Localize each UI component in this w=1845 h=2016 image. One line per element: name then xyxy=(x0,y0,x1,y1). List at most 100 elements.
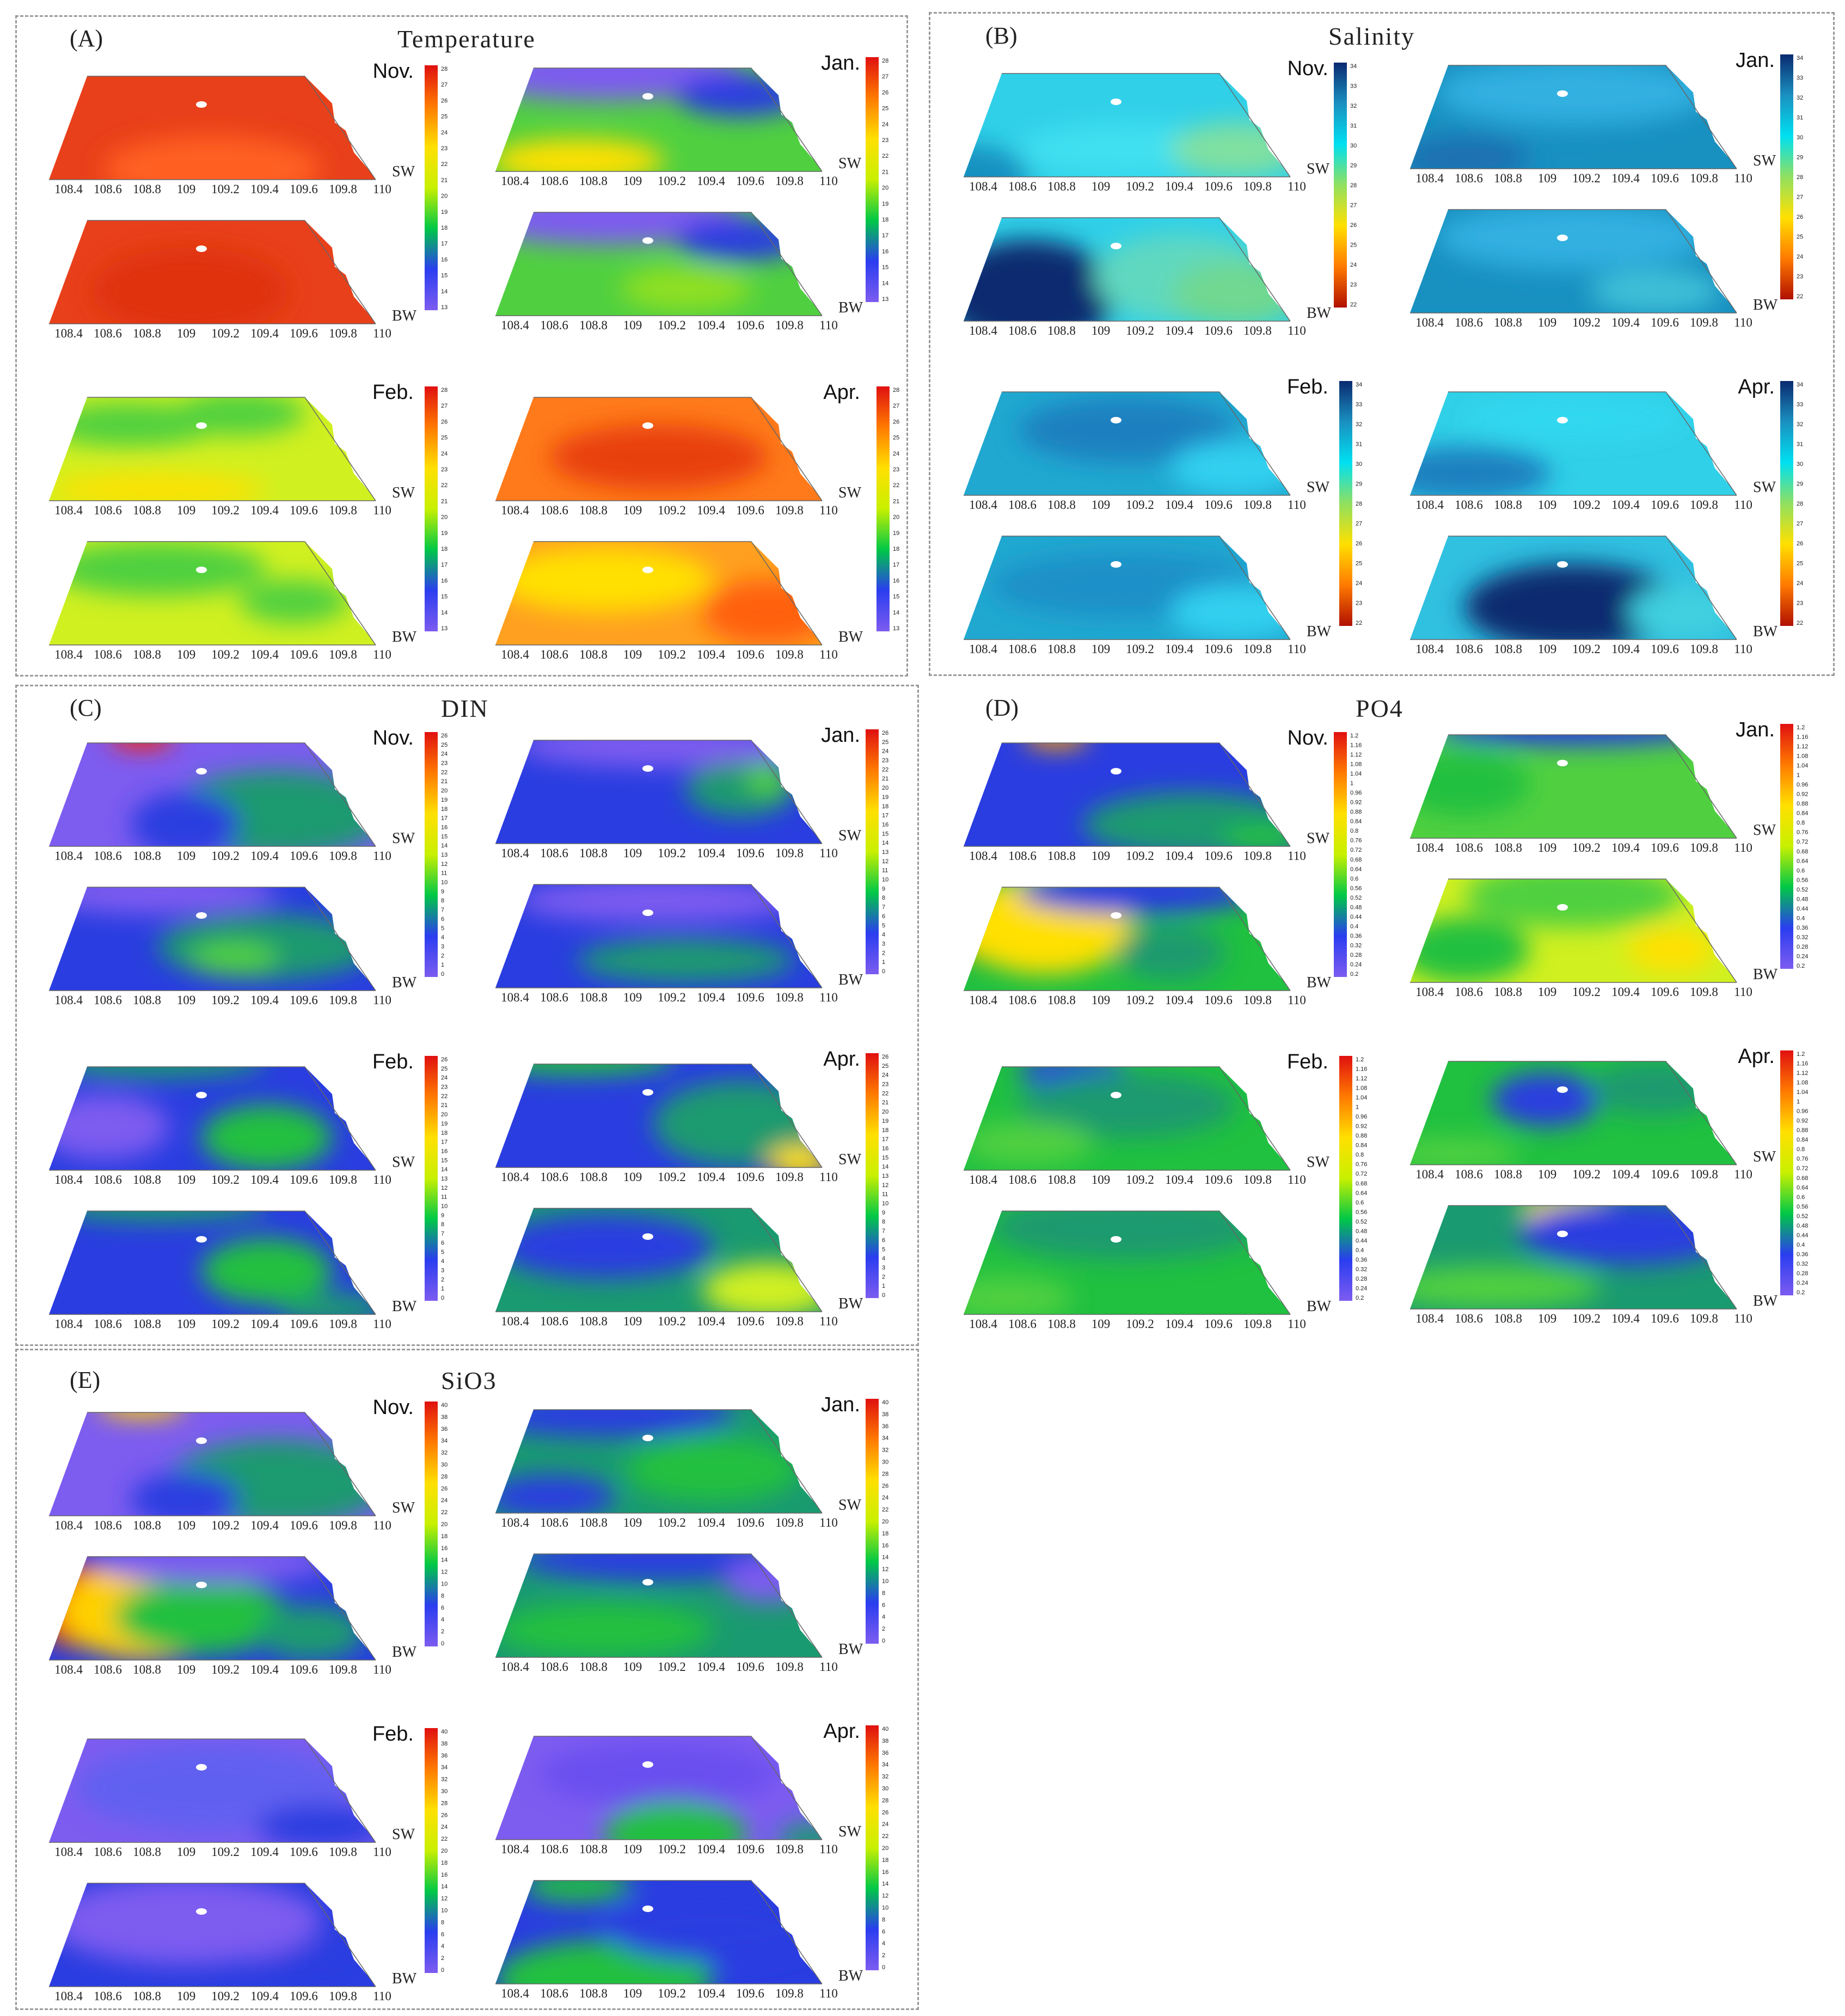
colorbar-tick-label: 0.6 xyxy=(1356,1200,1364,1206)
sio3-apr-month-label: Apr. xyxy=(823,1720,860,1743)
temp-apr-colorbar: 28 27 26 25 24 23 22 21 20 19 18 17 16 15 14 13 xyxy=(876,386,899,632)
sal-nov-colorbar: 34 33 32 31 30 29 28 27 26 25 24 23 22 xyxy=(1334,63,1357,308)
longitude-tick: 109.6 xyxy=(1651,316,1679,329)
colorbar-tick-label: 27 xyxy=(1797,194,1803,201)
sio3-feb-bw-label: BW xyxy=(392,1970,417,1987)
sal-apr-surface-axis: 108.4 108.6 108.8 109 109.2 109.4 109.6 109.8 11… xyxy=(1410,498,1763,512)
longitude-tick: 109 xyxy=(1091,993,1111,1007)
din-feb-bottom-map xyxy=(49,1210,376,1315)
colorbar-tick-label: 29 xyxy=(1350,163,1357,169)
temp-apr-month-label: Apr. xyxy=(823,381,860,404)
din-feb-bottom-axis: 108.4 108.6 108.8 109 109.2 109.4 109.6 109.8 11… xyxy=(49,1317,402,1331)
longitude-tick: 108.8 xyxy=(1494,1167,1522,1181)
po4-nov-surface-map xyxy=(964,742,1291,847)
colorbar-tick-label: 1.04 xyxy=(1797,1089,1808,1096)
longitude-tick: 109.6 xyxy=(736,1516,764,1529)
colorbar-tick-label: 4 xyxy=(882,932,885,938)
din-nov-bw-label: BW xyxy=(392,974,417,991)
colorbar-tick-label: 3 xyxy=(882,1264,885,1271)
po4-jan-month-label: Jan. xyxy=(1736,718,1775,741)
din-jan-surface-axis: 108.4 108.6 108.8 109 109.2 109.4 109.6 109.8 11… xyxy=(495,846,848,861)
colorbar-tick-label: 11 xyxy=(882,868,888,874)
colorbar-tick-label: 32 xyxy=(1350,103,1357,109)
colorbar-tick-label: 22 xyxy=(441,1836,448,1842)
colorbar-tick-label: 1.2 xyxy=(1356,1056,1364,1063)
longitude-tick: 109.2 xyxy=(1572,171,1601,185)
colorbar-tick-label: 17 xyxy=(893,562,899,568)
din-jan-bw-label: BW xyxy=(838,972,863,988)
longitude-tick: 109.8 xyxy=(775,174,804,188)
longitude-tick: 109.4 xyxy=(697,846,725,860)
longitude-tick: 109 xyxy=(176,1173,196,1187)
colorbar-tick-label: 23 xyxy=(1797,274,1803,280)
longitude-tick: 108.8 xyxy=(579,1660,608,1674)
sal-nov-bottom-axis: 108.4 108.6 108.8 109 109.2 109.4 109.6 109.8 11… xyxy=(964,324,1316,338)
colorbar-tick-label: 15 xyxy=(882,1154,888,1161)
longitude-tick: 108.8 xyxy=(579,991,608,1004)
colorbar-tick-label: 23 xyxy=(441,145,448,152)
colorbar-tick-label: 0.72 xyxy=(1350,847,1362,853)
colorbar-tick-label: 20 xyxy=(441,788,448,794)
longitude-tick: 109.2 xyxy=(658,1170,686,1184)
longitude-tick: 108.6 xyxy=(1008,1173,1037,1187)
longitude-tick: 109.6 xyxy=(736,1987,764,2000)
longitude-tick: 108.8 xyxy=(579,648,608,661)
longitude-tick: 109.2 xyxy=(658,1660,686,1674)
longitude-tick: 108.8 xyxy=(1047,1173,1076,1187)
colorbar-tick-label: 1.08 xyxy=(1356,1085,1367,1092)
colorbar-tick-label: 1 xyxy=(882,959,885,966)
colorbar-tick-label: 17 xyxy=(882,1136,888,1143)
temp-nov-bw-label: BW xyxy=(392,308,417,324)
longitude-tick: 109.4 xyxy=(250,648,279,661)
colorbar-tick-label: 13 xyxy=(882,296,888,303)
colorbar-tick-label: 19 xyxy=(882,794,888,801)
colorbar-tick-label: 1.2 xyxy=(1797,1051,1805,1058)
longitude-tick: 109.4 xyxy=(697,174,725,188)
longitude-tick: 108.8 xyxy=(579,1516,608,1529)
colorbar-tick-label: 19 xyxy=(893,530,899,537)
longitude-tick: 108.6 xyxy=(94,1663,122,1676)
colorbar-tick-label: 17 xyxy=(441,241,448,247)
colorbar-tick-label: 24 xyxy=(441,130,448,136)
colorbar-tick-label: 0.64 xyxy=(1797,1184,1808,1191)
longitude-tick: 108.6 xyxy=(540,1842,568,1856)
panel-title-d: PO4 xyxy=(1356,694,1403,722)
longitude-tick: 109.2 xyxy=(658,991,686,1004)
longitude-tick: 109.6 xyxy=(290,1989,318,2003)
colorbar-tick-label: 22 xyxy=(1797,620,1803,626)
colorbar-tick-label: 33 xyxy=(1356,402,1362,408)
colorbar-tick-label: 22 xyxy=(441,161,448,168)
colorbar-tick-label: 0.44 xyxy=(1350,914,1362,920)
po4-nov-sw-label: SW xyxy=(1307,830,1329,847)
longitude-tick: 109.4 xyxy=(1165,324,1193,337)
longitude-tick: 110 xyxy=(373,503,391,517)
longitude-tick: 108.6 xyxy=(540,846,568,860)
longitude-tick: 109.8 xyxy=(1243,1173,1272,1187)
longitude-tick: 108.4 xyxy=(969,180,997,193)
longitude-tick: 108.6 xyxy=(540,1516,568,1529)
colorbar-tick-label: 4 xyxy=(882,1256,885,1262)
longitude-tick: 109.4 xyxy=(697,1314,725,1328)
colorbar-tick-label: 25 xyxy=(1356,561,1362,567)
colorbar-tick-label: 4 xyxy=(441,1943,444,1950)
longitude-tick: 109.2 xyxy=(211,327,240,340)
longitude-tick: 109.6 xyxy=(290,503,318,517)
panel-label-a: (A) xyxy=(70,25,103,52)
longitude-tick: 109.8 xyxy=(775,1170,804,1184)
colorbar-tick-label: 0.8 xyxy=(1350,828,1358,834)
colorbar-tick-label: 2 xyxy=(882,1952,885,1959)
colorbar-tick-label: 0 xyxy=(882,968,885,975)
sio3-apr-bw-label: BW xyxy=(838,1968,863,1984)
sal-feb-bottom-map xyxy=(964,536,1291,640)
temp-jan-surface-axis: 108.4 108.6 108.8 109 109.2 109.4 109.6 109.8 11… xyxy=(495,174,848,188)
longitude-tick: 109 xyxy=(1537,171,1557,185)
longitude-tick: 108.6 xyxy=(540,503,568,517)
longitude-tick: 110 xyxy=(819,846,838,860)
longitude-tick: 109 xyxy=(176,182,196,196)
colorbar-tick-label: 36 xyxy=(882,1750,888,1756)
colorbar-tick-label: 9 xyxy=(441,888,444,895)
colorbar-tick-label: 23 xyxy=(1356,600,1362,607)
panel-b-border xyxy=(929,12,1835,676)
longitude-tick: 110 xyxy=(373,327,391,340)
longitude-tick: 109.8 xyxy=(1690,1312,1718,1325)
